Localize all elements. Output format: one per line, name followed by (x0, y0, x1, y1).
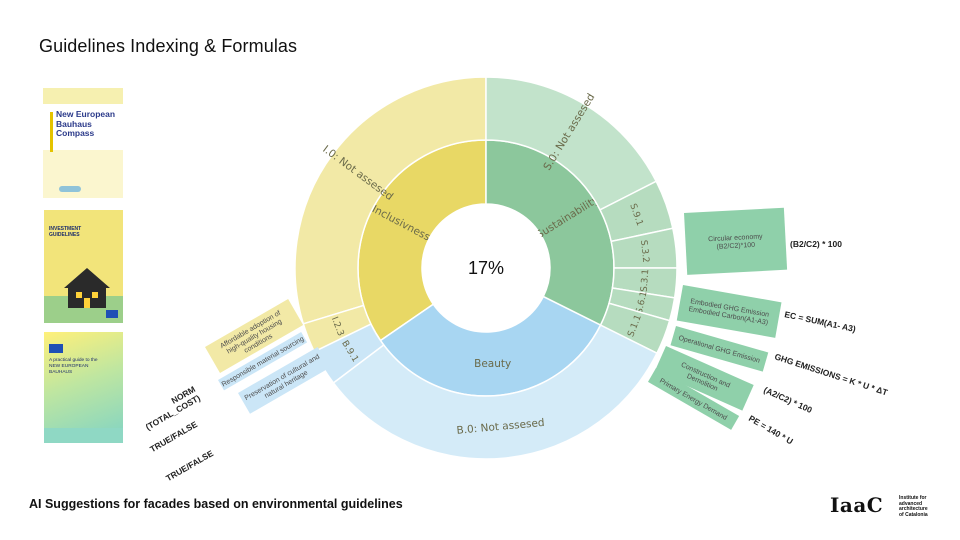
formula-line: (B2/C2) * 100 (790, 239, 842, 249)
outer-label-s-3-2: S.3.2 (638, 239, 650, 263)
outer-label-s-6-1: S.6.1 (635, 290, 650, 315)
formula-line: (A2/C2) * 100 (762, 385, 814, 415)
thumbnail-title: A practical guide to the NEW EUROPEAN BA… (49, 358, 98, 375)
formula-text: EC = SUM(A1- A3) (784, 309, 857, 334)
guideline-tag-box (648, 367, 740, 430)
page-title: Guidelines Indexing & Formulas (39, 36, 298, 56)
outer-segment-i-0-not-assesed[interactable] (294, 76, 487, 325)
guideline-tag-box (670, 326, 769, 372)
formula-text: (B2/C2) * 100 (790, 239, 842, 249)
thumbnail-title: INVESTMENT GUIDELINES (49, 226, 82, 238)
iaac-logo-subtitle: Institute for advanced architecture of C… (899, 495, 928, 518)
outer-segment-b-9-1[interactable] (313, 323, 385, 384)
outer-label-s-3-1: S.3.1 (640, 269, 652, 293)
logo-icon (59, 186, 81, 192)
formula-text: TRUE/FALSE (164, 448, 215, 483)
formula-text: (A2/C2) * 100 (762, 385, 814, 415)
iaac-logo: IaaC (830, 493, 884, 517)
guideline-tag-label: Circular economy (708, 233, 763, 243)
center-hole (422, 204, 550, 332)
guideline-tag-box (218, 332, 308, 391)
formula-line: EC = SUM(A1- A3) (784, 309, 857, 334)
guideline-tag-label: (B2/C2)*100 (716, 242, 755, 251)
guideline-tag-box (205, 299, 304, 373)
guideline-tag-box (237, 347, 330, 414)
outer-segment-i-2-3[interactable] (302, 304, 372, 353)
formula-text: GHG EMISSIONS = K * U * ΔT (773, 351, 889, 397)
guideline-tag[interactable]: Circular economy(B2/C2)*100 (684, 207, 788, 275)
formula-text: PE = 140 * U (747, 413, 795, 446)
eu-flag-icon (106, 310, 118, 318)
formula-line: TRUE/FALSE (164, 448, 215, 483)
eu-flag-icon (49, 344, 63, 353)
footer-caption: AI Suggestions for facades based on envi… (29, 497, 403, 511)
center-value: 17% (468, 258, 504, 278)
thumbnail-investment-guidelines[interactable]: INVESTMENT GUIDELINES (44, 210, 123, 323)
thumbnail-compass[interactable]: New European Bauhaus Compass (43, 88, 123, 202)
formula-line: GHG EMISSIONS = K * U * ΔT (773, 351, 889, 397)
outer-segment-b-0-not-assesed[interactable] (332, 324, 658, 460)
formula-line: PE = 140 * U (747, 413, 795, 446)
guideline-tag-box (654, 346, 754, 411)
house-icon (64, 268, 110, 308)
inner-label-beauty: Beauty (474, 358, 511, 370)
guideline-tag-box (684, 207, 788, 275)
guideline-tag-box (676, 285, 782, 338)
thumbnail-practical-guide[interactable]: A practical guide to the NEW EUROPEAN BA… (44, 332, 123, 443)
thumbnail-title: New European Bauhaus Compass (56, 109, 116, 138)
